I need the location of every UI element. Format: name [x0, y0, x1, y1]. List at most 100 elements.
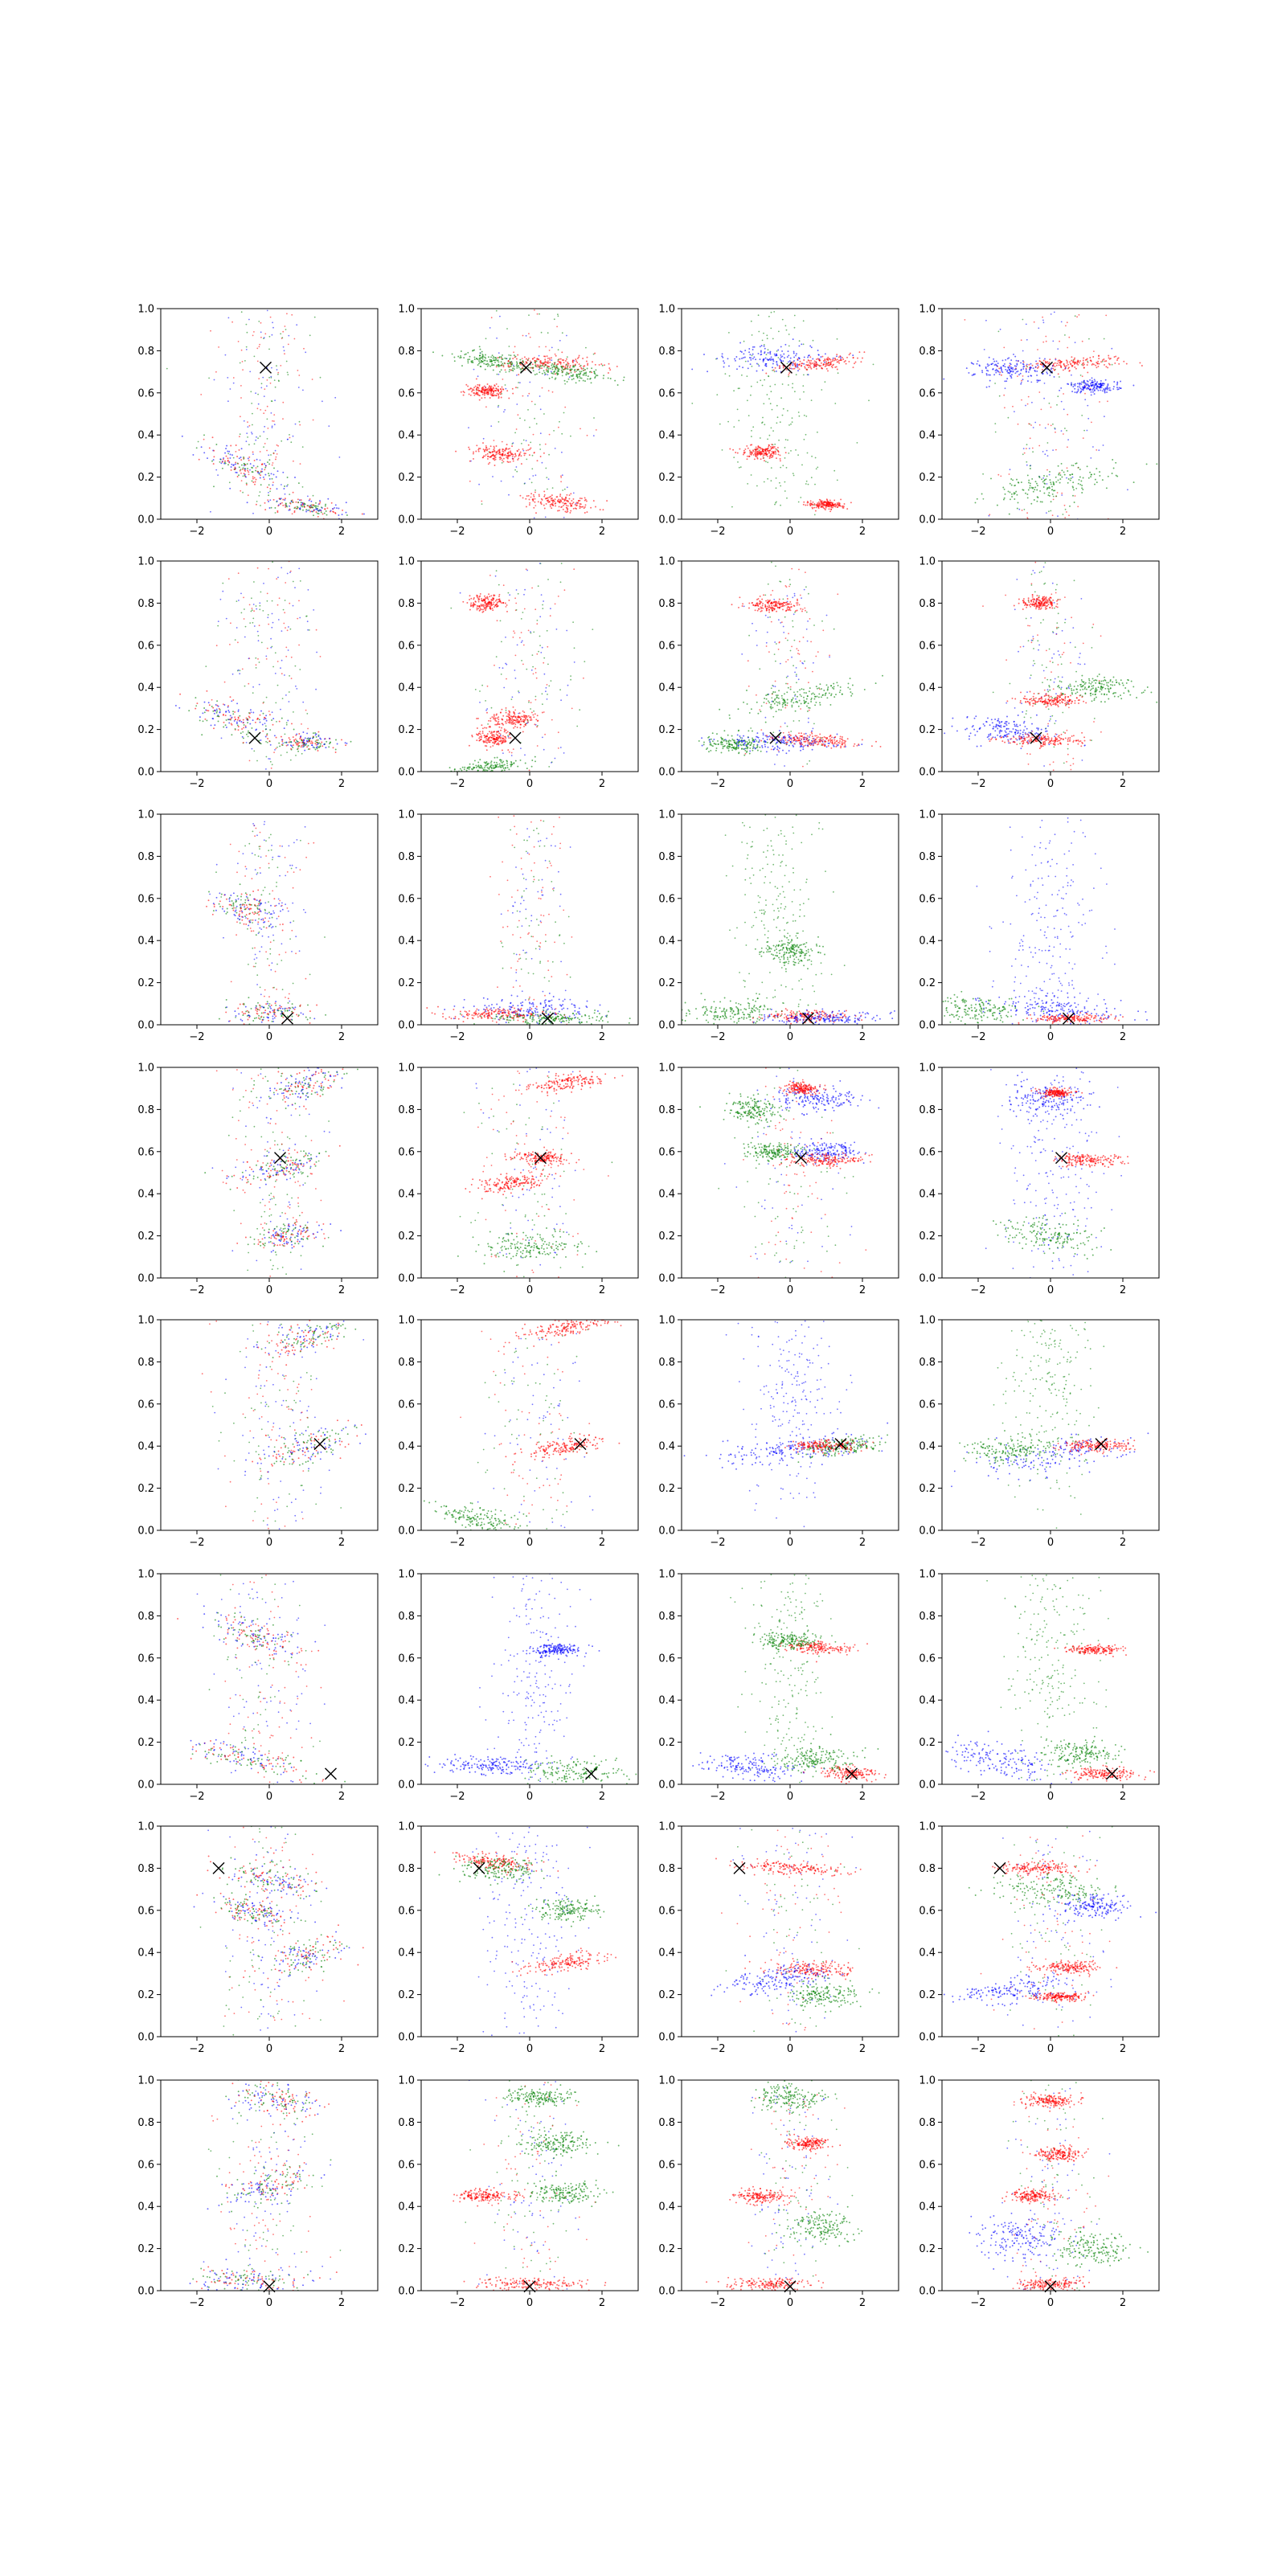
- scatter-point: [479, 358, 481, 360]
- scatter-point: [1091, 382, 1092, 383]
- scatter-point: [498, 359, 499, 361]
- scatter-point: [576, 362, 578, 363]
- scatter-point: [330, 742, 331, 743]
- scatter-point: [524, 754, 526, 756]
- scatter-point: [743, 450, 745, 452]
- scatter-point: [737, 461, 739, 463]
- scatter-point: [549, 359, 551, 361]
- scatter-point: [1094, 379, 1096, 380]
- scatter-point: [214, 713, 215, 715]
- scatter-point: [1053, 363, 1055, 365]
- scatter-point: [478, 601, 480, 603]
- scatter-point: [477, 605, 479, 607]
- scatter-point: [510, 461, 511, 463]
- scatter-point: [1052, 341, 1054, 342]
- scatter-point: [299, 617, 301, 619]
- scatter-point: [307, 741, 309, 743]
- scatter-point: [520, 760, 522, 761]
- scatter-point: [522, 395, 524, 397]
- scatter-point: [519, 418, 521, 420]
- scatter-point: [195, 697, 196, 698]
- scatter-point: [997, 362, 999, 364]
- scatter-point: [271, 719, 272, 721]
- scatter-point: [241, 465, 243, 466]
- scatter-point: [1081, 415, 1083, 416]
- scatter-point: [995, 372, 997, 374]
- scatter-point: [1116, 389, 1118, 391]
- scatter-point: [492, 476, 494, 477]
- scatter-point: [311, 506, 313, 508]
- scatter-point: [996, 360, 997, 362]
- scatter-point: [753, 356, 755, 358]
- scatter-point: [324, 513, 326, 514]
- scatter-point: [550, 368, 551, 370]
- scatter-point: [232, 713, 234, 715]
- scatter-point: [547, 684, 548, 686]
- scatter-point: [821, 362, 822, 364]
- scatter-point: [549, 362, 551, 363]
- scatter-point: [1074, 358, 1075, 360]
- scatter-point: [782, 415, 784, 416]
- scatter-point: [499, 356, 501, 358]
- scatter-point: [825, 366, 826, 367]
- scatter-point: [1067, 470, 1068, 472]
- scatter-point: [801, 366, 802, 367]
- scatter-point: [1046, 371, 1047, 373]
- scatter-point: [1096, 367, 1097, 368]
- scatter-point: [551, 363, 553, 365]
- scatter-point: [1068, 514, 1070, 516]
- scatter-point: [1026, 369, 1027, 371]
- scatter-point: [335, 752, 337, 753]
- scatter-point: [584, 507, 585, 509]
- scatter-point: [235, 728, 236, 730]
- scatter-point: [1077, 506, 1079, 507]
- scatter-point: [264, 333, 266, 334]
- scatter-point: [1079, 469, 1081, 470]
- scatter-point: [1033, 487, 1034, 489]
- scatter-point: [986, 373, 988, 375]
- scatter-point: [739, 366, 740, 367]
- scatter-point: [1032, 451, 1034, 453]
- scatter-point: [1095, 365, 1096, 367]
- scatter-point: [1003, 347, 1005, 349]
- scatter-point: [773, 360, 775, 362]
- scatter-point: [498, 716, 499, 718]
- scatter-point: [244, 464, 245, 465]
- scatter-point: [285, 506, 286, 508]
- scatter-point: [255, 470, 256, 472]
- scatter-point: [311, 744, 313, 746]
- scatter-point: [491, 735, 493, 736]
- scatter-point: [1112, 473, 1113, 474]
- scatter-point: [284, 350, 285, 351]
- scatter-point: [1005, 359, 1006, 361]
- scatter-point: [281, 673, 283, 674]
- scatter-point: [1061, 430, 1063, 432]
- scatter-point: [464, 768, 465, 770]
- scatter-point: [516, 466, 518, 468]
- scatter-point: [832, 359, 833, 361]
- scatter-point: [770, 448, 772, 450]
- scatter-point: [290, 748, 292, 750]
- scatter-point: [1126, 363, 1128, 365]
- scatter-point: [245, 725, 247, 727]
- scatter-point: [543, 711, 545, 713]
- scatter-point: [233, 377, 235, 379]
- scatter-point: [1098, 363, 1100, 365]
- scatter-point: [285, 734, 286, 735]
- scatter-point: [782, 383, 784, 385]
- scatter-point: [293, 736, 294, 738]
- scatter-point: [249, 622, 251, 624]
- scatter-point: [789, 367, 791, 369]
- scatter-point: [246, 440, 248, 442]
- scatter-point: [780, 397, 782, 399]
- scatter-point: [756, 382, 758, 383]
- scatter-point: [526, 459, 527, 461]
- scatter-point: [203, 452, 205, 453]
- scatter-point: [533, 507, 534, 509]
- scatter-point: [811, 456, 813, 457]
- scatter-point: [471, 735, 473, 736]
- scatter-point: [760, 346, 761, 347]
- scatter-point: [213, 485, 215, 487]
- scatter-point: [213, 459, 215, 461]
